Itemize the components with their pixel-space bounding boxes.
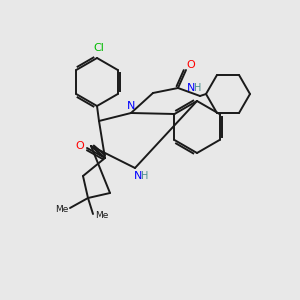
Text: Me: Me — [95, 212, 109, 220]
Text: O: O — [187, 60, 195, 70]
Text: O: O — [76, 141, 84, 151]
Text: H: H — [141, 171, 149, 181]
Text: H: H — [194, 83, 202, 93]
Text: Cl: Cl — [94, 43, 104, 53]
Text: N: N — [187, 83, 195, 93]
Text: N: N — [127, 101, 135, 111]
Text: N: N — [134, 171, 142, 181]
Text: Me: Me — [55, 206, 69, 214]
